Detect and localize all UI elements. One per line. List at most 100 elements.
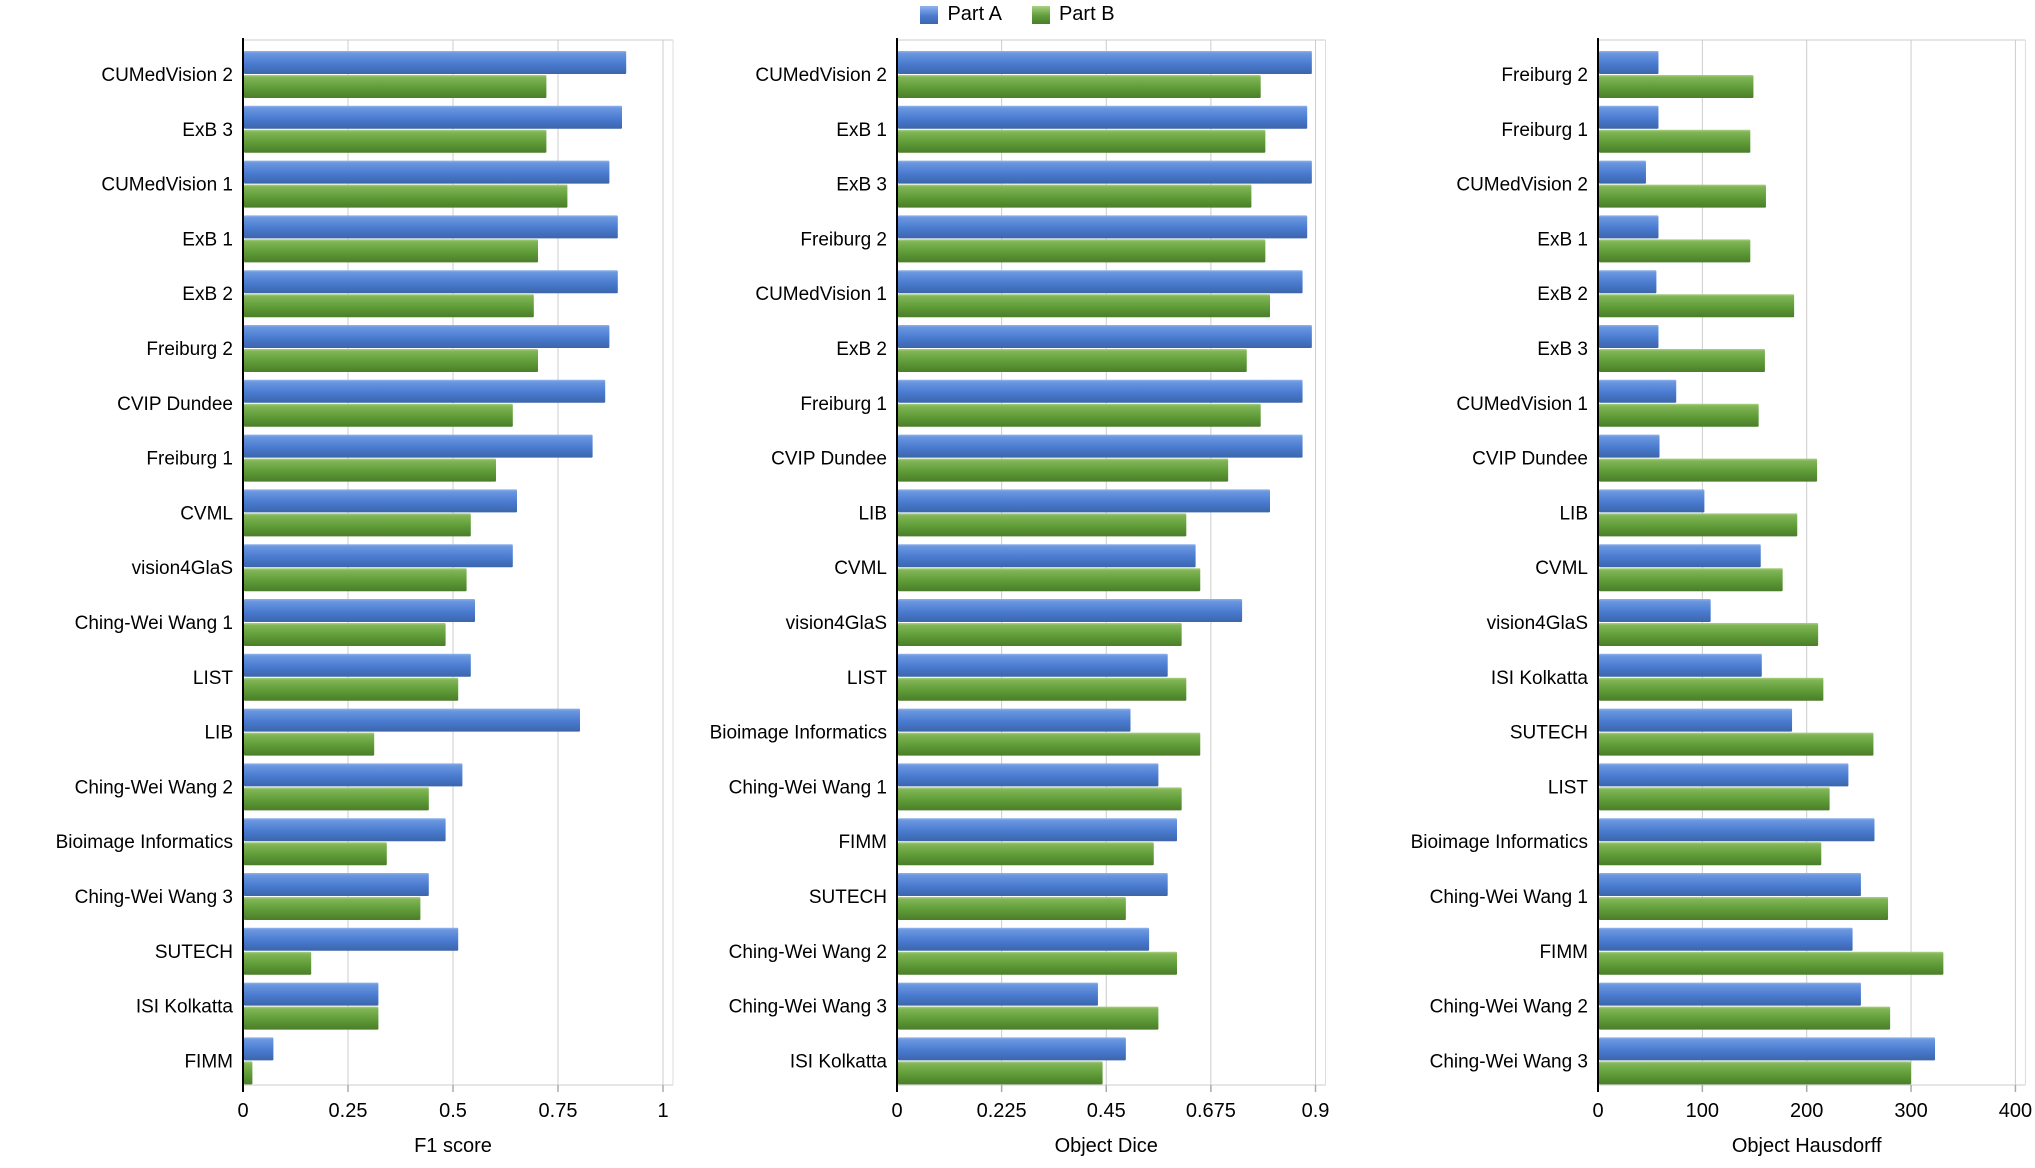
bar-part-a [1599, 982, 1861, 1006]
bar-part-a [244, 544, 513, 568]
category-label: Ching-Wei Wang 2 [729, 942, 887, 963]
x-tick-label: 0.675 [1186, 1100, 1236, 1122]
bar-part-a [898, 379, 1303, 403]
category-label: CVML [1535, 558, 1588, 579]
category-label: FIMM [1539, 942, 1588, 963]
bar-part-b [898, 623, 1182, 646]
bar-part-a [1599, 873, 1861, 896]
category-label: Freiburg 1 [146, 449, 233, 470]
x-tick-label: 100 [1686, 1100, 1719, 1122]
bar-part-b [244, 951, 312, 975]
category-label: ExB 2 [182, 284, 233, 305]
bar-part-b [1599, 184, 1766, 208]
bar-part-a [898, 1037, 1126, 1061]
bar-part-a [244, 105, 622, 129]
bar-part-a [898, 270, 1303, 294]
bar-part-b [898, 75, 1261, 98]
x-tick-label: 200 [1790, 1100, 1823, 1122]
category-label: Ching-Wei Wang 3 [1430, 1051, 1588, 1072]
bar-part-a [1599, 489, 1705, 513]
bar-part-b [898, 513, 1187, 537]
bar-part-b [1599, 1061, 1912, 1085]
bar-part-a [1599, 51, 1659, 74]
bar-part-b [1599, 951, 1944, 975]
bar-part-b [1599, 568, 1783, 592]
bar-part-a [1599, 379, 1677, 403]
bar-part-b [244, 294, 534, 318]
bar-part-b [898, 239, 1266, 263]
category-label: ExB 1 [182, 229, 233, 250]
bar-part-b [244, 184, 568, 208]
category-label: ISI Kolkatta [790, 1051, 888, 1072]
category-label: Ching-Wei Wang 2 [75, 777, 233, 798]
bar-part-a [1599, 160, 1646, 184]
category-label: vision4GlaS [1487, 613, 1588, 634]
category-label: LIST [193, 668, 234, 689]
bar-part-b [898, 349, 1247, 372]
bar-part-a [1599, 708, 1793, 732]
x-tick-label: 0.45 [1087, 1100, 1126, 1122]
bar-part-a [898, 489, 1270, 513]
bar-part-b [898, 403, 1261, 427]
bar-part-a [898, 434, 1303, 458]
bar-part-a [1599, 544, 1761, 568]
bar-part-a [244, 489, 517, 513]
bar-part-a [898, 160, 1312, 184]
bar-part-b [244, 787, 429, 811]
category-label: Ching-Wei Wang 3 [729, 997, 887, 1018]
bar-part-b [1599, 897, 1889, 920]
bar-part-a [244, 379, 606, 403]
bar-part-a [898, 873, 1168, 896]
category-label: Freiburg 2 [1501, 65, 1588, 86]
bar-part-a [898, 325, 1312, 348]
bar-part-a [898, 708, 1131, 732]
category-label: Freiburg 2 [800, 229, 887, 250]
bar-part-b [244, 677, 459, 701]
category-label: SUTECH [155, 942, 233, 963]
category-label: CUMedVision 1 [755, 284, 887, 305]
bar-part-a [244, 51, 627, 74]
bar-part-b [898, 787, 1182, 811]
bar-part-b [1599, 403, 1759, 427]
part-b-swatch-icon [1031, 5, 1050, 24]
x-tick-label: 1 [657, 1100, 668, 1122]
category-label: CUMedVision 2 [755, 65, 887, 86]
bar-part-b [898, 732, 1201, 756]
bar-part-a [244, 599, 475, 622]
category-label: Ching-Wei Wang 1 [75, 613, 233, 634]
bar-part-a [244, 873, 429, 896]
bar-part-a [244, 434, 593, 458]
bar-part-a [1599, 270, 1657, 294]
bar-part-a [898, 599, 1243, 622]
bar-part-a [1599, 763, 1849, 787]
bar-part-b [244, 349, 538, 372]
x-tick-label: 0 [1592, 1100, 1603, 1122]
x-tick-label: 0.225 [977, 1100, 1027, 1122]
x-tick-label: 0.75 [539, 1100, 578, 1122]
bar-part-b [244, 458, 496, 482]
category-label: CUMedVision 2 [101, 65, 233, 86]
category-label: Freiburg 1 [800, 394, 887, 415]
bar-part-a [244, 1037, 274, 1061]
x-tick-label: 0.9 [1302, 1100, 1330, 1122]
category-label: Bioimage Informatics [1411, 832, 1588, 853]
bar-part-b [898, 677, 1187, 701]
category-label: LIB [858, 503, 887, 524]
category-label: LIB [204, 723, 233, 744]
bar-part-a [898, 215, 1308, 239]
bar-part-b [244, 513, 471, 537]
x-tick-label: 300 [1894, 1100, 1927, 1122]
bar-part-b [244, 732, 375, 756]
category-label: Ching-Wei Wang 2 [1430, 997, 1588, 1018]
chart-legend: Part A Part B [0, 3, 2035, 26]
chart-object-hausdorff: 0 100 200 300 400 Freiburg 2 Freiburg 1 CUMedVi… [1411, 38, 2032, 1157]
bar-part-a [244, 927, 459, 951]
bar-part-a [244, 982, 379, 1006]
bar-part-b [244, 1061, 253, 1085]
bar-part-a [1599, 927, 1853, 951]
category-label: FIMM [184, 1051, 233, 1072]
category-label: Freiburg 2 [146, 339, 233, 360]
bar-part-b [244, 842, 387, 866]
bar-part-a [244, 325, 610, 348]
legend-label-part-b: Part B [1058, 3, 1115, 25]
